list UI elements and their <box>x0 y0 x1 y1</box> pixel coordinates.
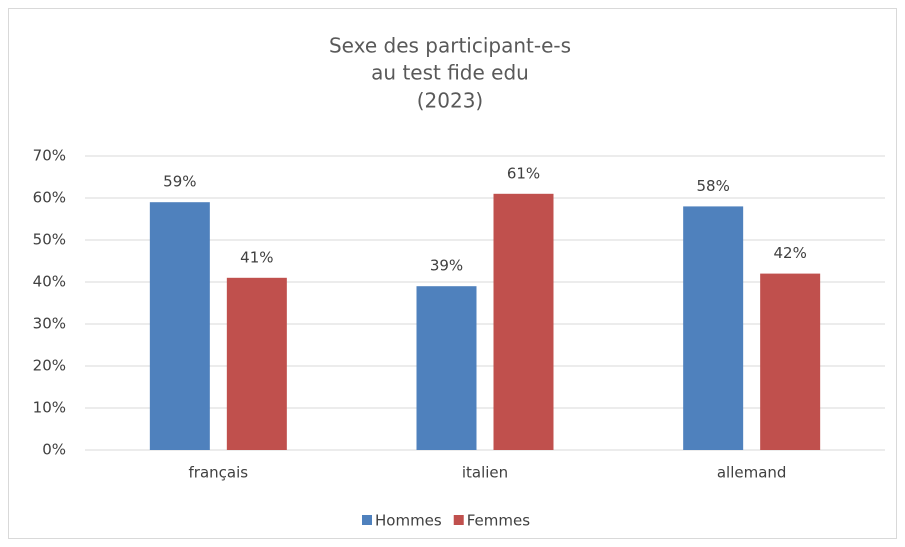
legend-swatch <box>362 515 372 525</box>
legend-label: Femmes <box>467 512 530 530</box>
bar <box>683 206 744 450</box>
data-label: 39% <box>430 257 463 275</box>
chart-title: au test fide edu <box>371 61 529 85</box>
bar <box>493 193 554 451</box>
data-label: 61% <box>507 164 540 182</box>
bar <box>149 202 210 450</box>
legend-swatch <box>453 515 464 525</box>
chart-title: Sexe des participant-e-s <box>329 34 571 58</box>
data-label: 58% <box>696 177 729 195</box>
x-tick-label: allemand <box>717 464 787 482</box>
y-tick-label: 0% <box>42 441 66 459</box>
y-tick-label: 10% <box>33 399 66 417</box>
legend-label: Hommes <box>375 512 442 530</box>
y-tick-label: 60% <box>33 189 66 207</box>
bar <box>416 286 477 450</box>
bar <box>760 273 821 450</box>
y-tick-label: 50% <box>33 231 66 249</box>
data-label: 41% <box>240 248 273 266</box>
y-tick-label: 20% <box>33 357 66 375</box>
chart-title: (2023) <box>417 89 484 113</box>
data-label: 42% <box>773 244 806 262</box>
y-tick-label: 40% <box>33 273 66 291</box>
x-tick-label: italien <box>462 464 508 482</box>
y-tick-label: 70% <box>33 147 66 165</box>
data-label: 59% <box>163 173 196 191</box>
y-tick-label: 30% <box>33 315 66 333</box>
x-tick-label: français <box>189 464 249 482</box>
bar <box>226 277 287 450</box>
